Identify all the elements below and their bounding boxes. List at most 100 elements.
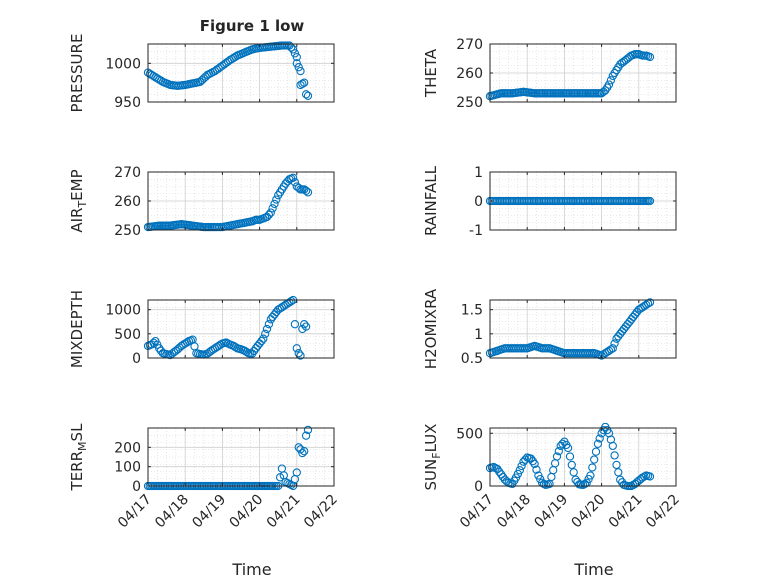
data-point (567, 460, 576, 470)
data-point (298, 448, 307, 458)
y-axis-label: THETA (422, 48, 440, 98)
y-tick-label: 1 (474, 327, 483, 343)
axes-box (147, 299, 335, 359)
data-point (294, 349, 303, 358)
data-point (294, 183, 303, 193)
data-point (493, 464, 502, 474)
data-point (292, 468, 301, 477)
data-point (614, 468, 623, 477)
y-tick-label: 270 (114, 165, 141, 181)
data-point (608, 344, 617, 353)
data-point (608, 441, 617, 451)
data-point (259, 334, 268, 343)
subplot-h2omixra: 0.5 1 1.5 H2OMIXRA (422, 288, 677, 369)
data-point (303, 188, 313, 197)
y-axis-label: RAINFALL (422, 165, 440, 236)
y-axis-label: H2OMIXRA (422, 288, 440, 369)
axes-box (489, 299, 677, 359)
data-markers (485, 196, 655, 206)
data-point (610, 451, 619, 460)
data-point (563, 443, 573, 453)
subplot-pressure: 950 1000 PRESSURE (68, 34, 335, 113)
data-point (257, 336, 266, 346)
axes-box (489, 427, 677, 487)
y-axis-label: TERRMSL (68, 423, 89, 492)
y-tick-label: 500 (456, 426, 483, 442)
data-point (262, 324, 272, 334)
data-point (569, 468, 578, 477)
data-point (530, 459, 539, 469)
y-tick-label: 500 (114, 327, 141, 343)
data-point (532, 465, 541, 474)
data-point (266, 208, 275, 217)
data-point (264, 320, 274, 329)
y-tick-label: 0 (474, 194, 483, 210)
data-point (290, 178, 300, 187)
data-point (296, 66, 305, 76)
y-tick-label: 200 (114, 440, 141, 456)
data-point (558, 439, 567, 448)
data-point (272, 195, 281, 204)
y-tick-label: -1 (469, 223, 483, 239)
data-point (294, 63, 303, 72)
data-point (301, 186, 311, 195)
y-axis-label: PRESSURE (68, 34, 86, 113)
data-point (645, 472, 655, 481)
data-point (303, 425, 313, 435)
data-point (640, 472, 649, 481)
data-point (300, 78, 309, 87)
x-axis-label-left: Time (231, 560, 271, 579)
data-point (288, 173, 298, 182)
data-point (294, 443, 303, 452)
data-point (264, 210, 274, 219)
data-point (612, 460, 621, 470)
y-tick-label: 0 (132, 479, 141, 495)
axes-box (147, 427, 335, 487)
data-point (590, 455, 599, 464)
data-point (287, 297, 296, 306)
data-point (290, 49, 300, 58)
data-point (554, 447, 563, 456)
data-point (301, 431, 311, 440)
data-point (645, 298, 655, 307)
data-point (593, 439, 603, 448)
data-point (515, 466, 524, 475)
data-point (301, 322, 311, 331)
data-markers (485, 50, 655, 101)
subplot-mixdepth: 0 500 1000 MIXDEPTH (68, 290, 335, 368)
data-point (231, 342, 240, 352)
data-point (595, 434, 604, 443)
data-point (610, 339, 619, 348)
data-point (300, 447, 309, 456)
data-markers (485, 298, 655, 360)
data-point (517, 461, 526, 471)
y-tick-label: 950 (114, 95, 141, 111)
axes-box (147, 43, 335, 103)
data-point (552, 452, 562, 461)
data-point (301, 90, 311, 99)
subplot-theta: 250 260 270 THETA (422, 37, 677, 111)
y-tick-label: 1.5 (461, 303, 483, 319)
data-point (270, 199, 279, 209)
data-point (261, 329, 270, 338)
data-point (645, 196, 655, 206)
subplot-air-temp: 250 260 270 AIRTEMP (68, 165, 335, 239)
y-tick-label: 1000 (105, 56, 141, 72)
x-axis-label-right: Time (573, 560, 613, 579)
y-tick-label: 0 (132, 351, 141, 367)
data-point (303, 91, 313, 100)
y-tick-label: 260 (456, 66, 483, 82)
data-point (586, 471, 595, 480)
data-markers (143, 41, 313, 100)
data-point (521, 455, 530, 464)
y-axis-label: SUNFLUX (422, 424, 443, 491)
data-point (298, 79, 307, 88)
data-point (565, 452, 575, 461)
y-tick-label: 250 (114, 223, 141, 239)
data-point (606, 76, 616, 85)
data-point (591, 447, 601, 456)
data-point (292, 344, 301, 353)
data-point (223, 339, 233, 348)
